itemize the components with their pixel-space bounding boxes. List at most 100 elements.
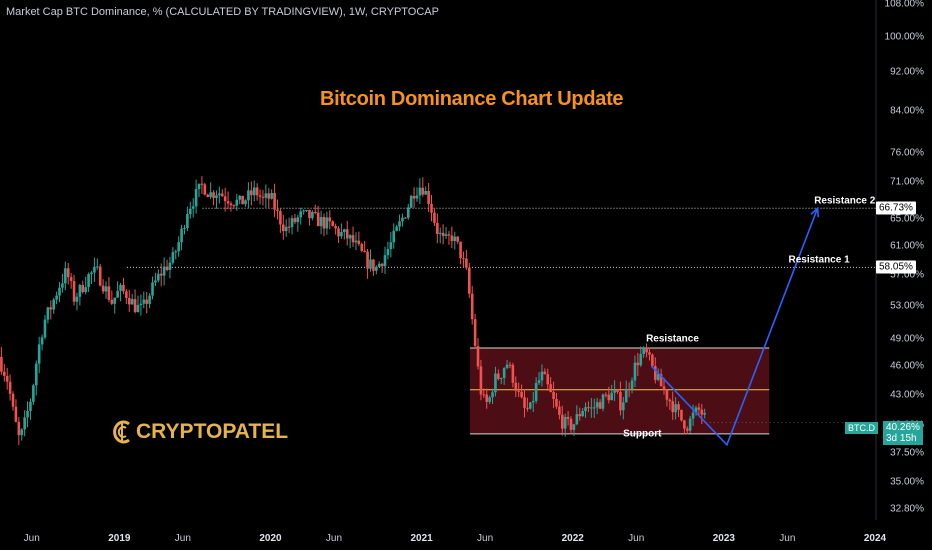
candle-body xyxy=(392,230,396,243)
candle-body xyxy=(180,228,183,243)
candle-body xyxy=(191,206,195,209)
overlay-title: Bitcoin Dominance Chart Update xyxy=(320,88,624,110)
candle-body xyxy=(328,217,332,222)
candle-body xyxy=(462,258,465,260)
candle-body xyxy=(151,282,154,296)
price-tick-label: 71.00% xyxy=(890,176,924,188)
candle-body xyxy=(209,192,212,198)
candle-body xyxy=(575,414,579,425)
candle-body xyxy=(145,299,149,304)
candle-body xyxy=(136,305,140,313)
candle-body xyxy=(369,259,372,269)
candle-body xyxy=(505,364,509,369)
candle-body xyxy=(142,299,146,304)
candle-body xyxy=(604,394,608,396)
candle-body xyxy=(488,397,491,402)
candle-body xyxy=(360,244,364,251)
range-support-label: Support xyxy=(623,428,662,440)
candle-body xyxy=(671,401,675,413)
candle-body xyxy=(668,399,672,402)
candle-body xyxy=(247,190,250,201)
candle-body xyxy=(139,303,143,306)
candle-body xyxy=(313,212,317,214)
candle-body xyxy=(656,374,660,380)
candle-body xyxy=(61,283,64,288)
candle-body xyxy=(401,217,404,222)
candle-body xyxy=(203,184,207,195)
candle-body xyxy=(465,258,468,268)
candle-body xyxy=(232,205,236,207)
candle-body xyxy=(412,196,416,199)
candle-body xyxy=(122,284,125,292)
price-tick-label: 100.00% xyxy=(884,31,924,43)
candle-body xyxy=(357,240,361,245)
candle-body xyxy=(703,413,706,415)
candle-body xyxy=(43,319,47,338)
candle-body xyxy=(517,390,520,392)
candle-body xyxy=(662,386,666,391)
price-tick-label: 108.00% xyxy=(884,0,924,10)
candle-body xyxy=(645,347,648,353)
candle-body xyxy=(630,380,634,390)
candle-body xyxy=(11,393,15,407)
candle-body xyxy=(75,296,79,302)
candle-body xyxy=(587,407,590,409)
candle-body xyxy=(560,414,564,429)
candle-body xyxy=(235,199,239,206)
candle-body xyxy=(305,209,308,211)
candle-body xyxy=(37,344,41,364)
candle-body xyxy=(159,273,163,276)
level-price-tag: 66.73% xyxy=(876,201,916,215)
current-price-value: 40.26% xyxy=(886,422,920,433)
price-tick-label: 65.00% xyxy=(890,213,924,225)
candle-body xyxy=(572,424,576,430)
candle-body xyxy=(584,407,587,412)
candle-body xyxy=(433,212,436,223)
candle-body xyxy=(345,229,349,239)
candle-body xyxy=(220,193,224,197)
candle-body xyxy=(395,226,398,231)
candle-body xyxy=(0,356,3,372)
candle-body xyxy=(168,262,172,270)
candle-body xyxy=(569,418,573,430)
symbol-tag: BTC.D xyxy=(845,422,878,434)
candle-body xyxy=(197,183,201,190)
candle-body xyxy=(389,242,393,250)
candle-body xyxy=(17,421,21,436)
candle-body xyxy=(409,196,413,208)
candle-body xyxy=(540,371,544,381)
range-resistance-label: Resistance xyxy=(646,333,699,345)
candle-body xyxy=(398,221,401,227)
candle-body xyxy=(366,251,369,269)
projection-path xyxy=(650,207,819,447)
candle-body xyxy=(473,319,477,346)
candle-body xyxy=(683,420,686,429)
candle-body xyxy=(26,410,29,418)
candle-body xyxy=(20,429,24,436)
candle-body xyxy=(218,193,221,196)
candle-body xyxy=(174,251,178,253)
candle-body xyxy=(194,189,198,207)
time-tick-label: Jun xyxy=(779,533,796,544)
candle-body xyxy=(296,217,300,223)
candle-body xyxy=(552,391,555,399)
candle-body xyxy=(590,407,593,409)
candle-body xyxy=(46,307,50,320)
candle-body xyxy=(183,227,186,229)
candle-body xyxy=(3,371,6,376)
candle-body xyxy=(110,299,114,304)
candle-body xyxy=(14,406,18,422)
candle-body xyxy=(424,190,428,195)
candle-body xyxy=(581,411,584,417)
candle-body xyxy=(66,268,70,278)
candle-body xyxy=(238,195,242,200)
time-tick-label: Jun xyxy=(174,533,191,544)
candle-body xyxy=(34,363,38,386)
candle-body xyxy=(592,407,596,409)
candle-body xyxy=(188,208,192,215)
candle-body xyxy=(383,255,387,267)
range-box xyxy=(469,347,770,434)
candle-body xyxy=(659,374,663,387)
candle-body xyxy=(311,212,314,219)
candle-body xyxy=(421,187,425,195)
